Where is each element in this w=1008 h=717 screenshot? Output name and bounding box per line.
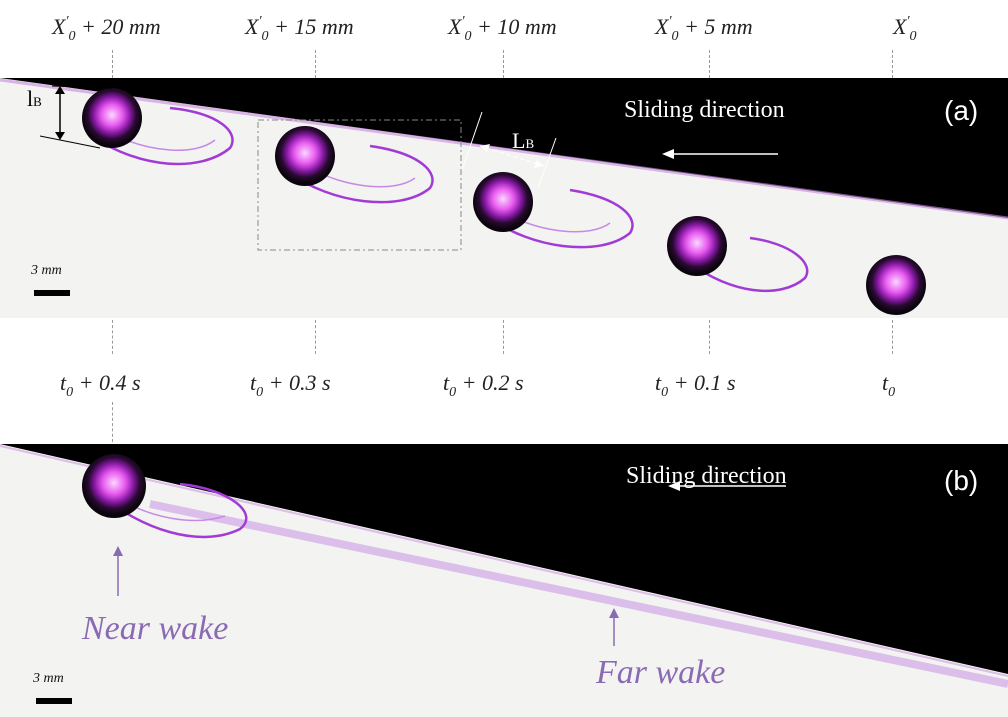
panel-a-image [0, 78, 1008, 318]
time-label-t0: t0 [882, 370, 896, 400]
sliding-direction-label-b: Sliding direction [626, 463, 787, 489]
panel-label-b: (b) [944, 465, 979, 496]
scale-bar-b [36, 698, 72, 704]
guide-line [709, 320, 710, 354]
panel-label-a: (a) [944, 95, 979, 126]
time-label-0.2s: t0 + 0.2 s [443, 370, 524, 400]
bubble [866, 255, 926, 315]
scale-text-a: 3 mm [31, 263, 62, 278]
guide-line [892, 320, 893, 354]
guide-line [503, 320, 504, 354]
far-wake-label: Far wake [596, 654, 726, 691]
lB-label: lB [27, 86, 42, 111]
scale-text-b: 3 mm [33, 671, 64, 686]
scale-bar-a [34, 290, 70, 296]
guide-line [709, 50, 710, 78]
guide-line [112, 320, 113, 354]
time-label-0.4s: t0 + 0.4 s [60, 370, 141, 400]
time-label-0.3s: t0 + 0.3 s [250, 370, 331, 400]
panel-b-image [0, 444, 1008, 717]
guide-line [892, 50, 893, 78]
bubble [275, 126, 335, 186]
time-label-0.1s: t0 + 0.1 s [655, 370, 736, 400]
bubble [82, 88, 142, 148]
bubble [82, 454, 146, 518]
bubble [473, 172, 533, 232]
position-label-5mm: X′0 + 5 mm [655, 14, 753, 44]
guide-line [112, 50, 113, 78]
guide-line [112, 402, 113, 442]
position-label-10mm: X′0 + 10 mm [448, 14, 557, 44]
bubble [667, 216, 727, 276]
guide-line [315, 320, 316, 354]
position-label-15mm: X′0 + 15 mm [245, 14, 354, 44]
sliding-direction-label-a: Sliding direction [624, 97, 785, 123]
LB-label: LB [512, 128, 535, 153]
position-label-20mm: X′0 + 20 mm [52, 14, 161, 44]
near-wake-label: Near wake [82, 610, 229, 647]
guide-line [503, 50, 504, 78]
position-label-origin: X′0 [893, 14, 917, 44]
guide-line [315, 50, 316, 78]
